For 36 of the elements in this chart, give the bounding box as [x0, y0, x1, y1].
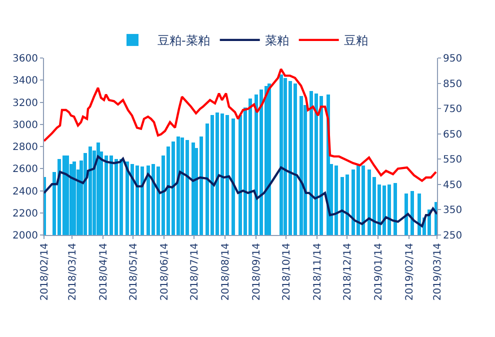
legend-label: 菜粕: [264, 34, 289, 48]
y2-tick-label: 350: [443, 205, 462, 216]
y-tick-label: 3000: [12, 120, 38, 131]
y-tick-label: 3400: [12, 76, 38, 87]
y-tick-label: 2800: [12, 142, 38, 153]
x-tick-label: 2018/02/14: [39, 243, 50, 301]
x-tick-label: 2019/02/14: [404, 243, 416, 301]
legend-label: 豆粕-菜粕: [158, 34, 210, 48]
y2-tick-label: 250: [443, 230, 462, 242]
y-tick-label: 2000: [12, 230, 38, 242]
y-tick-label: 2200: [12, 208, 38, 220]
x-tick-label: 2018/04/14: [98, 243, 110, 301]
y-tick-label: 2600: [12, 164, 38, 176]
y-tick-label: 3200: [12, 98, 38, 109]
x-tick-label: 2018/11/14: [312, 243, 324, 301]
y2-tick-label: 750: [443, 104, 462, 116]
line-series: [44, 155, 437, 228]
x-tick-label: 2018/07/14: [189, 243, 200, 301]
x-tick-label: 2018/10/14: [281, 243, 292, 301]
y2-tick-label: 850: [443, 78, 462, 90]
y-tick-label: 3600: [12, 54, 38, 64]
x-tick-label: 2018/06/14: [159, 243, 170, 301]
y2-tick-label: 950: [443, 54, 462, 64]
y2-tick-label: 450: [443, 180, 462, 191]
y-tick-label: 2400: [12, 186, 38, 198]
y2-tick-label: 550: [443, 154, 462, 166]
x-tick-label: 2018/05/14: [128, 243, 140, 301]
x-tick-label: 2019/01/14: [373, 243, 384, 301]
x-tick-label: 2018/08/14: [220, 243, 232, 301]
x-tick-label: 2018/12/14: [342, 243, 354, 301]
x-tick-label: 2019/03/14: [432, 243, 444, 301]
y2-tick-label: 650: [443, 129, 462, 140]
x-tick-label: 2018/03/14: [67, 243, 78, 301]
legend-label: 豆粕: [344, 34, 368, 48]
line-series: [44, 68, 437, 182]
x-tick-label: 2018/09/14: [251, 243, 262, 301]
